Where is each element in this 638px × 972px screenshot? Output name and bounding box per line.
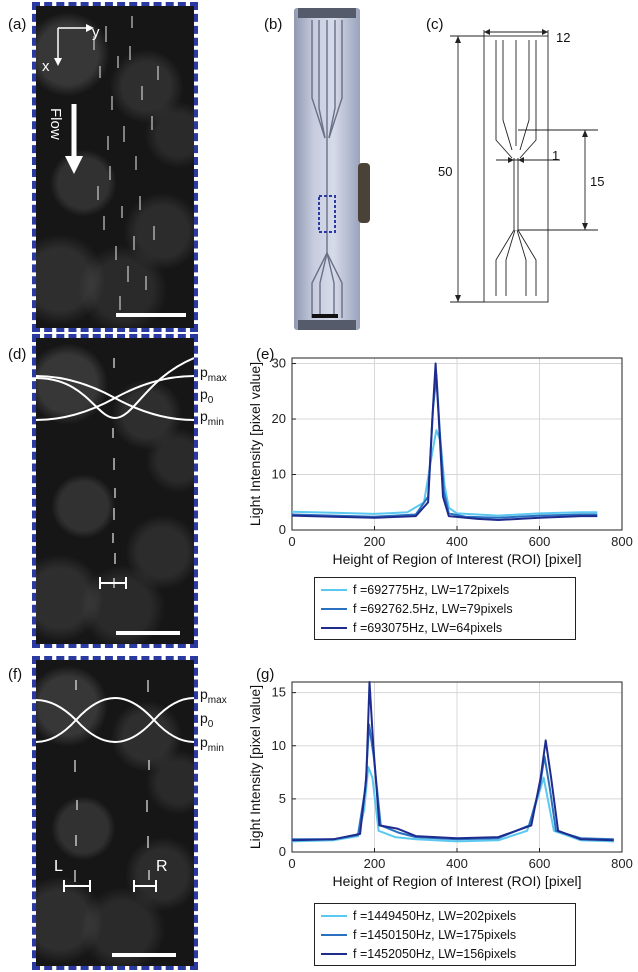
chart-g: 0 200 400 600 800 0 5 10 15 Height of Region of I… bbox=[247, 681, 633, 889]
legend-g: f =1449450Hz, LW=202pixels f =1450150Hz, … bbox=[314, 903, 576, 966]
flow-label: Flow bbox=[47, 108, 64, 140]
x-tick-label: 600 bbox=[529, 534, 551, 549]
legend-swatch bbox=[321, 588, 347, 591]
legend-swatch bbox=[321, 933, 347, 936]
pressure-node-curves-d bbox=[36, 357, 194, 635]
legend-swatch bbox=[321, 607, 347, 610]
legend-swatch bbox=[321, 952, 347, 955]
chart-e: 0 200 400 600 800 0 10 20 30 Height of Region of … bbox=[247, 356, 633, 567]
series-line-3 bbox=[291, 362, 598, 521]
legend-label: f =692762.5Hz, LW=79pixels bbox=[353, 601, 513, 616]
right-marker-label: R bbox=[156, 858, 168, 875]
axis-y-label: y bbox=[92, 24, 100, 41]
y-tick-label: 15 bbox=[272, 685, 286, 700]
plot-frame bbox=[291, 357, 623, 531]
scale-bar-a bbox=[116, 313, 186, 317]
dim-length-label: 50 bbox=[438, 164, 453, 179]
legend-entry: f =692775Hz, LW=172pixels bbox=[321, 580, 569, 599]
pressure-node-curves-f bbox=[36, 680, 194, 957]
legend-entry: f =1450150Hz, LW=175pixels bbox=[321, 925, 569, 944]
panel-label-g: (g) bbox=[256, 666, 275, 683]
x-tick-label: 800 bbox=[611, 856, 633, 871]
legend-label: f =1450150Hz, LW=175pixels bbox=[353, 927, 517, 942]
microscopy-image-a: x y Flow bbox=[36, 6, 194, 328]
legend-entry: f =1449450Hz, LW=202pixels bbox=[321, 906, 569, 925]
series-line-1 bbox=[291, 766, 614, 843]
legend-entry: f =693075Hz, LW=64pixels bbox=[321, 618, 569, 637]
left-marker-label: L bbox=[54, 858, 63, 875]
panel-label-d: (d) bbox=[8, 346, 27, 363]
y-tick-label: 0 bbox=[279, 844, 286, 859]
y-axis-label: Light Intensity [pixel value] bbox=[247, 362, 263, 526]
y-tick-label: 10 bbox=[272, 467, 286, 482]
panel-label-f: (f) bbox=[8, 666, 23, 683]
microscopy-image-f: L R bbox=[36, 660, 194, 966]
x-tick-label: 400 bbox=[446, 534, 468, 549]
dim-channel-label: 1 bbox=[552, 148, 560, 163]
y-tick-label: 10 bbox=[272, 738, 286, 753]
series-line-3 bbox=[291, 681, 614, 842]
dim-width-label: 12 bbox=[556, 30, 571, 45]
panel-label-b: (b) bbox=[264, 16, 283, 33]
dim-channel-length-label: 15 bbox=[590, 174, 605, 189]
x-axis-label: Height of Region of Interest (ROI) [pixe… bbox=[333, 873, 582, 889]
x-tick-label: 0 bbox=[288, 856, 295, 871]
p-max-label-d: pmax bbox=[200, 364, 227, 384]
legend-e: f =692775Hz, LW=172pixels f =692762.5Hz, … bbox=[314, 577, 576, 640]
legend-swatch bbox=[321, 626, 347, 629]
p-min-label-d: pmin bbox=[200, 408, 224, 428]
y-tick-label: 5 bbox=[279, 791, 286, 806]
p-max-label-f: pmax bbox=[200, 686, 227, 706]
device-photo bbox=[294, 8, 370, 330]
axis-x-label: x bbox=[42, 58, 50, 75]
microscopy-image-d bbox=[36, 338, 194, 644]
x-tick-label: 400 bbox=[446, 856, 468, 871]
x-tick-label: 200 bbox=[364, 534, 386, 549]
legend-entry: f =1452050Hz, LW=156pixels bbox=[321, 944, 569, 963]
x-tick-label: 0 bbox=[288, 534, 295, 549]
channel-schematic bbox=[450, 29, 598, 303]
series-line-2 bbox=[292, 723, 614, 841]
x-tick-label: 600 bbox=[529, 856, 551, 871]
p-0-label-f: p0 bbox=[200, 710, 214, 730]
legend-label: f =692775Hz, LW=172pixels bbox=[353, 582, 510, 597]
x-tick-label: 200 bbox=[364, 856, 386, 871]
device-channels bbox=[311, 20, 343, 318]
legend-label: f =1452050Hz, LW=156pixels bbox=[353, 946, 517, 961]
legend-entry: f =692762.5Hz, LW=79pixels bbox=[321, 599, 569, 618]
panel-label-c: (c) bbox=[426, 16, 444, 33]
panel-label-e: (e) bbox=[256, 346, 275, 363]
x-axis-label: Height of Region of Interest (ROI) [pixe… bbox=[333, 551, 582, 567]
y-tick-label: 20 bbox=[272, 411, 286, 426]
series-line-2 bbox=[291, 373, 598, 519]
x-tick-label: 800 bbox=[611, 534, 633, 549]
y-tick-label: 0 bbox=[279, 522, 286, 537]
p-0-label-d: p0 bbox=[200, 386, 214, 406]
panel-label-a: (a) bbox=[8, 16, 27, 33]
legend-swatch bbox=[321, 914, 347, 917]
y-tick-label: 30 bbox=[272, 356, 286, 371]
legend-label: f =1449450Hz, LW=202pixels bbox=[353, 908, 517, 923]
plot-frame bbox=[291, 681, 623, 853]
p-min-label-f: pmin bbox=[200, 734, 224, 754]
axes-arrows bbox=[54, 24, 94, 174]
legend-label: f =693075Hz, LW=64pixels bbox=[353, 620, 503, 635]
particle-streaks-a bbox=[93, 16, 159, 310]
y-axis-label: Light Intensity [pixel value] bbox=[247, 685, 263, 849]
